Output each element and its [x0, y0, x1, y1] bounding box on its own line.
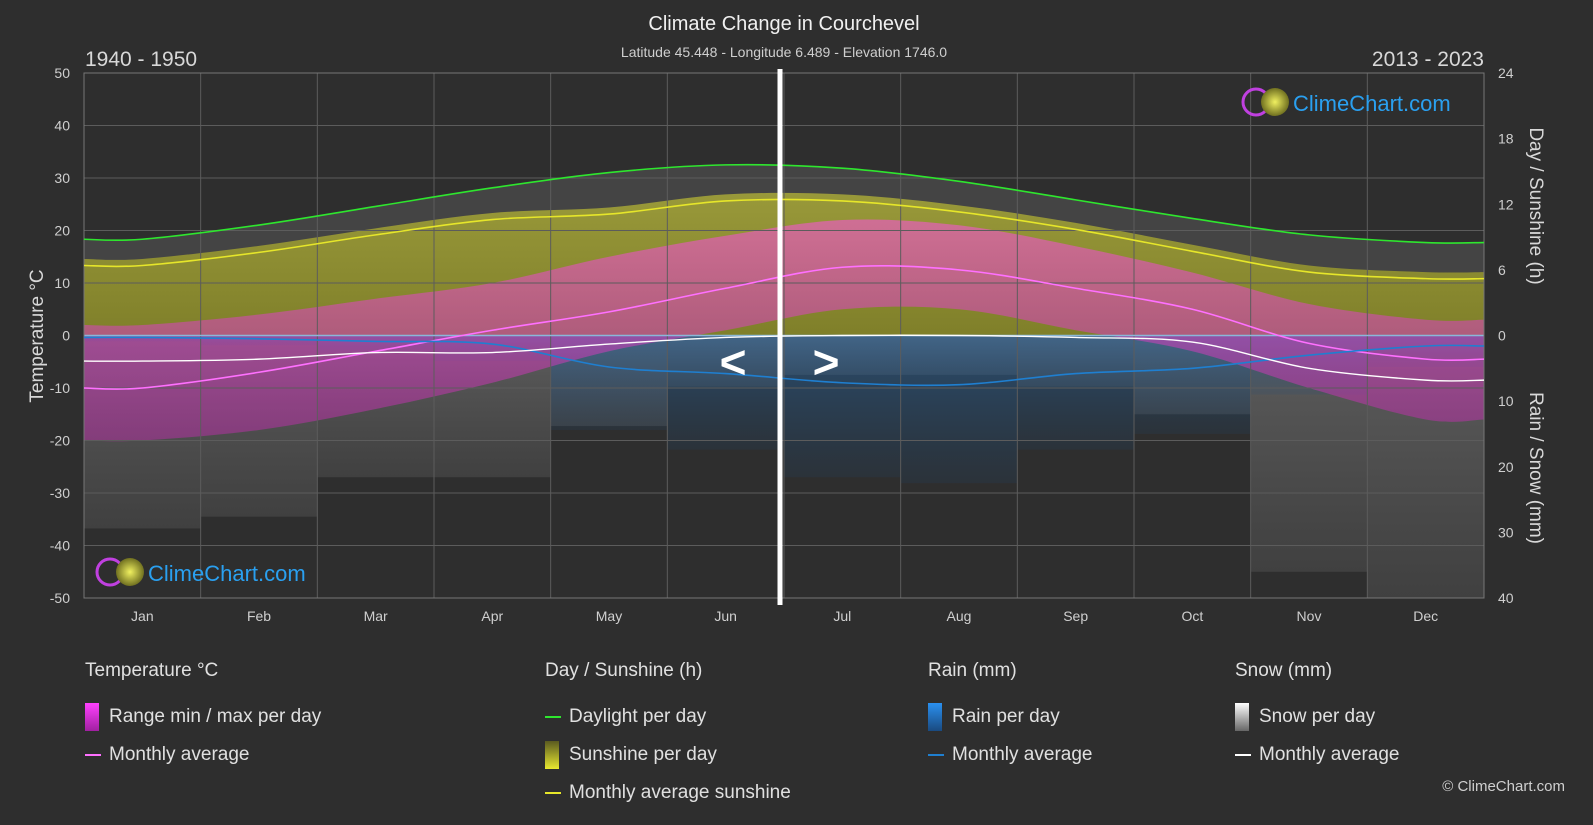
legend-item-daylight: Daylight per day	[545, 698, 791, 736]
right-tick-label-precip: 20	[1498, 459, 1514, 475]
legend-item-sunshine: Sunshine per day	[545, 736, 791, 774]
rain-swatch	[928, 703, 942, 731]
right-tick-label-hours: 12	[1498, 196, 1514, 212]
legend-temperature-header: Temperature °C	[85, 660, 219, 681]
legend-label: Range min / max per day	[109, 706, 322, 727]
rain-bar	[784, 335, 901, 478]
period-right: 2013 - 2023	[1372, 48, 1484, 71]
legend-rain-header: Rain (mm)	[928, 660, 1017, 681]
month-tick-label: Aug	[947, 608, 972, 624]
rain-avg-line	[83, 336, 1485, 387]
left-tick-label: -20	[50, 433, 70, 449]
legend-label: Daylight per day	[569, 706, 707, 727]
brand-logo-bottom[interactable]: ClimeChart.com	[95, 557, 306, 587]
legend-label: Sunshine per day	[569, 744, 717, 765]
legend-label: Monthly average sunshine	[569, 782, 791, 803]
period-left: 1940 - 1950	[85, 48, 197, 71]
month-tick-label: Apr	[481, 608, 503, 624]
month-tick-label: Jan	[131, 608, 154, 624]
legend-label: Monthly average	[109, 744, 250, 765]
temp-avg-swatch	[85, 754, 101, 756]
brand-text-top: ClimeChart.com	[1293, 91, 1451, 116]
legend-snow-header: Snow (mm)	[1235, 660, 1333, 681]
right-tick-label-hours: 0	[1498, 328, 1506, 344]
daylight-line	[83, 163, 1485, 244]
left-tick-label: 30	[54, 170, 70, 186]
snow-avg-line	[83, 334, 1485, 382]
left-tick-label: 40	[54, 118, 70, 134]
legend-item-temp-avg: Monthly average	[85, 736, 321, 774]
brand-text-bottom: ClimeChart.com	[148, 561, 306, 586]
rain-bar	[900, 335, 1018, 484]
left-axis-label: Temperature °C	[27, 269, 48, 402]
temp-range-swatch	[85, 703, 99, 731]
series-lines	[83, 163, 1485, 390]
copyright: © ClimeChart.com	[1442, 778, 1565, 795]
axis-ticks: 50 40 30 20 10 0 -10 -20 -30 -40 -50 24 18 12 6 0 10 20 30…	[50, 65, 1514, 624]
prev-period-button[interactable]: <	[720, 336, 747, 388]
right-tick-label-precip: 30	[1498, 524, 1514, 540]
chart-title: Climate Change in Courchevel	[648, 13, 919, 35]
brand-logo-top[interactable]: ClimeChart.com	[1241, 87, 1451, 117]
sunshine-avg-line	[83, 198, 1485, 280]
month-tick-label: Dec	[1413, 608, 1438, 624]
left-tick-label: 0	[62, 328, 70, 344]
next-period-button[interactable]: >	[813, 336, 840, 388]
daylight-swatch	[545, 716, 561, 718]
legend-item-sunshine-avg: Monthly average sunshine	[545, 774, 791, 812]
legend-label: Monthly average	[952, 744, 1093, 765]
left-tick-label: -40	[50, 538, 70, 554]
plot-frame	[83, 72, 1485, 599]
legend-item-rain: Rain per day	[928, 698, 1092, 736]
month-tick-label: Sep	[1063, 608, 1088, 624]
snow-avg-swatch	[1235, 754, 1251, 756]
left-tick-label: 50	[54, 65, 70, 81]
legend-label: Snow per day	[1259, 706, 1376, 727]
legend-sunshine-header: Day / Sunshine (h)	[545, 660, 703, 681]
rain-bar	[667, 335, 784, 450]
month-tick-label: Oct	[1181, 608, 1203, 624]
logo-globe-icon	[1261, 88, 1289, 116]
month-tick-label: Nov	[1297, 608, 1322, 624]
right-tick-label-precip: 40	[1498, 590, 1514, 606]
legend-rain: Rain (mm) Rain per day Monthly average	[928, 660, 1092, 774]
right-tick-label-precip: 10	[1498, 393, 1514, 409]
sunshine-avg-swatch	[545, 792, 561, 794]
legend-item-snow: Snow per day	[1235, 698, 1399, 736]
month-tick-label: Jun	[714, 608, 737, 624]
right-axis-label-top: Day / Sunshine (h)	[1525, 127, 1546, 284]
sunshine-swatch	[545, 741, 559, 769]
month-tick-label: Jul	[833, 608, 851, 624]
logo-globe-icon	[116, 558, 144, 586]
legend-item-temp-range: Range min / max per day	[85, 698, 321, 736]
left-tick-label: -10	[50, 380, 70, 396]
left-tick-label: -50	[50, 590, 70, 606]
right-tick-label-hours: 18	[1498, 131, 1514, 147]
legend-sunshine: Day / Sunshine (h) Daylight per day Suns…	[545, 660, 791, 812]
right-axis-label-bottom: Rain / Snow (mm)	[1525, 392, 1546, 544]
right-tick-label-hours: 6	[1498, 262, 1506, 278]
left-tick-label: -30	[50, 485, 70, 501]
month-tick-label: Feb	[247, 608, 271, 624]
legend-item-snow-avg: Monthly average	[1235, 736, 1399, 774]
legend-label: Rain per day	[952, 706, 1060, 727]
legend-temperature: Temperature °C Range min / max per day M…	[85, 660, 321, 774]
month-tick-label: Mar	[364, 608, 388, 624]
rain-bar	[1017, 335, 1134, 450]
chart-subtitle: Latitude 45.448 - Longitude 6.489 - Elev…	[621, 44, 947, 60]
legend-item-rain-avg: Monthly average	[928, 736, 1092, 774]
month-tick-label: May	[596, 608, 622, 624]
left-tick-label: 20	[54, 223, 70, 239]
right-tick-label-hours: 24	[1498, 65, 1514, 81]
snow-swatch	[1235, 703, 1249, 731]
rain-avg-swatch	[928, 754, 944, 756]
temperature-avg-line	[83, 265, 1485, 390]
legend-snow: Snow (mm) Snow per day Monthly average	[1235, 660, 1399, 774]
grid	[83, 72, 1485, 599]
legend-label: Monthly average	[1259, 744, 1400, 765]
left-tick-label: 10	[54, 275, 70, 291]
